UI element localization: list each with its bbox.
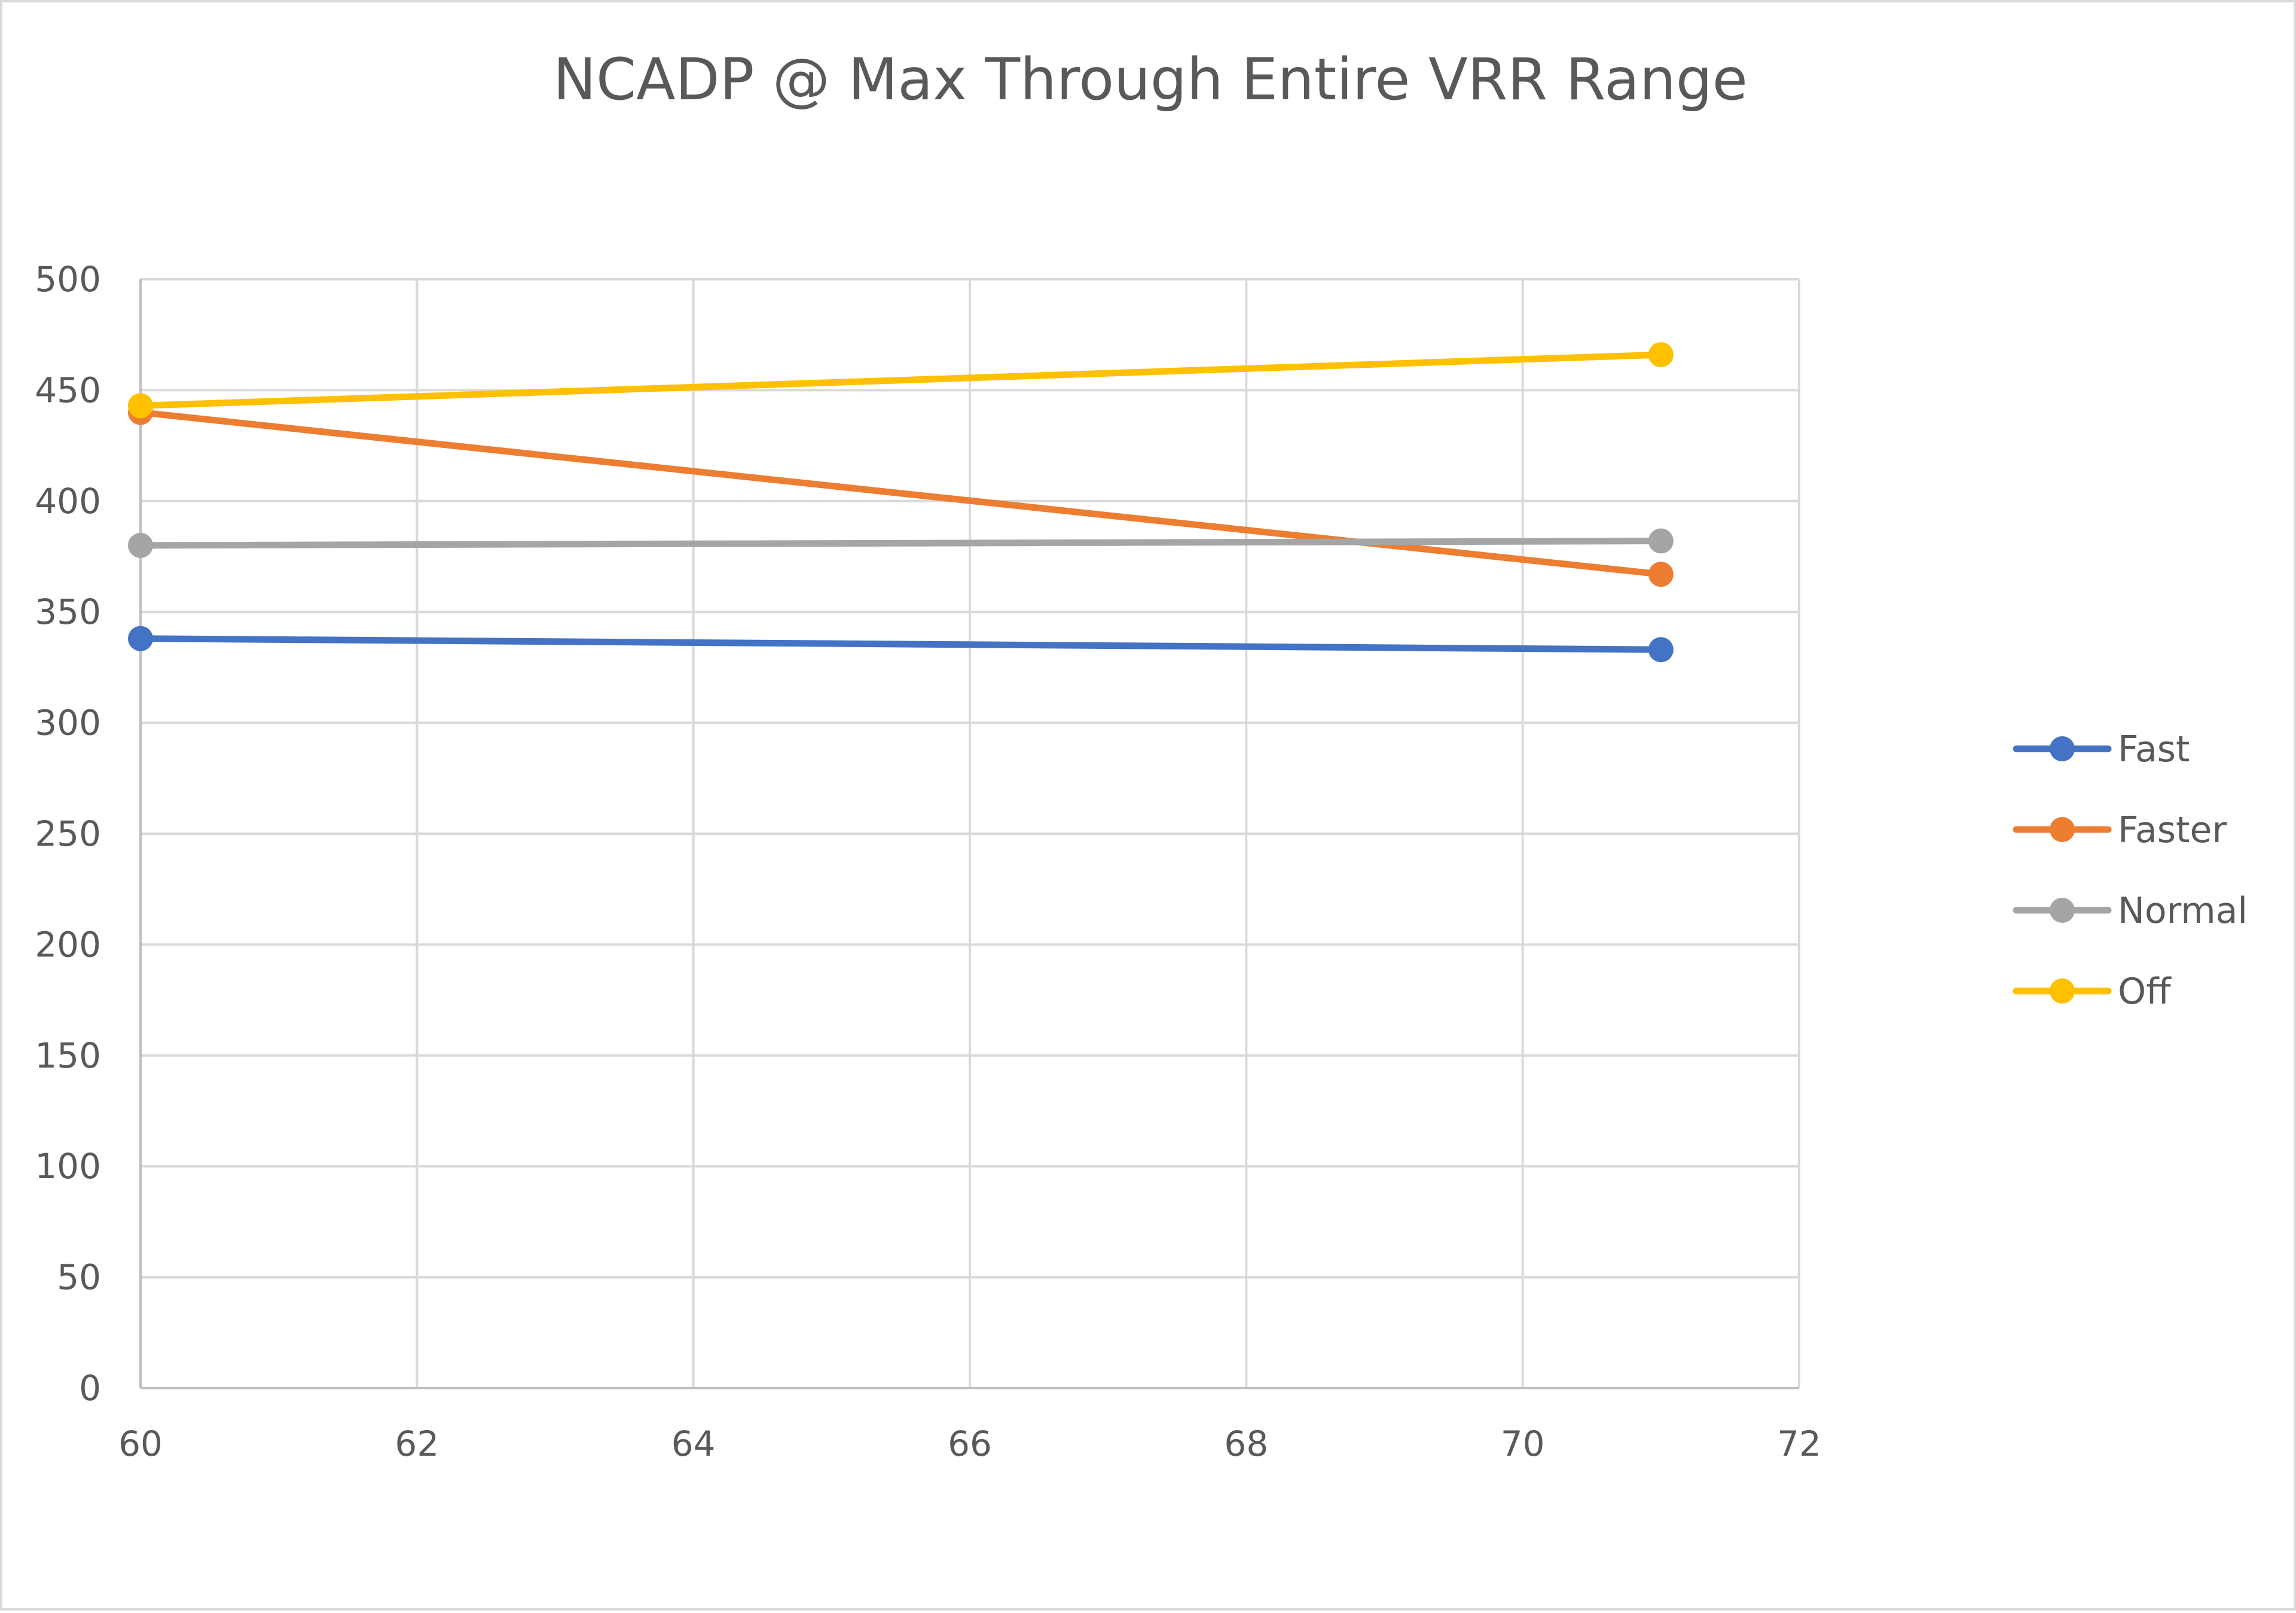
x-tick-label: 70 (1501, 1423, 1545, 1464)
legend-label: Fast (2118, 728, 2190, 770)
data-point-fast (128, 626, 153, 651)
x-tick-label: 66 (948, 1423, 992, 1464)
y-tick-label: 50 (57, 1257, 101, 1298)
gridlines (141, 278, 1800, 1388)
data-point-normal (1648, 528, 1674, 554)
legend-label: Off (2118, 971, 2172, 1013)
legend-label: Normal (2118, 890, 2248, 932)
y-tick-label: 250 (35, 813, 101, 854)
legend-marker (2050, 736, 2075, 761)
legend-item-off: Off (2013, 971, 2172, 1013)
data-point-normal (128, 532, 153, 558)
y-tick-label: 500 (35, 259, 101, 300)
legend-item-fast: Fast (2013, 728, 2190, 770)
y-tick-label: 400 (35, 481, 101, 522)
legend-label: Faster (2118, 809, 2227, 851)
data-point-faster (1648, 562, 1674, 587)
data-point-fast (1648, 637, 1674, 663)
legend-item-faster: Faster (2013, 809, 2227, 851)
data-point-off (128, 393, 153, 419)
y-tick-label: 0 (79, 1368, 101, 1408)
y-tick-label: 350 (35, 591, 101, 632)
legend-item-normal: Normal (2013, 890, 2248, 932)
series-line-off (137, 351, 1665, 409)
series-line-fast (137, 635, 1665, 653)
legend-marker (2050, 978, 2075, 1004)
series-line-faster (137, 408, 1665, 578)
series-line-normal (137, 538, 1665, 549)
y-tick-label: 450 (35, 370, 101, 410)
x-tick-label: 68 (1224, 1423, 1268, 1464)
x-tick-label: 64 (671, 1423, 716, 1464)
legend-marker (2050, 898, 2075, 923)
data-point-off (1648, 342, 1674, 368)
data-series (128, 342, 1674, 663)
y-tick-label: 200 (35, 924, 101, 965)
chart-title: NCADP @ Max Through Entire VRR Range (553, 46, 1748, 113)
y-tick-label: 100 (35, 1146, 101, 1187)
legend-marker (2050, 817, 2075, 842)
axes: 0 50 100 150 200 250 300 350 400 450 500 60 62 64 66 68… (35, 259, 1821, 1464)
x-tick-label: 62 (395, 1423, 439, 1464)
x-tick-label: 72 (1777, 1423, 1821, 1464)
x-tick-label: 60 (118, 1423, 163, 1464)
legend: Fast Faster Normal Off (2013, 728, 2248, 1013)
y-tick-label: 150 (35, 1035, 101, 1076)
y-tick-label: 300 (35, 703, 101, 743)
